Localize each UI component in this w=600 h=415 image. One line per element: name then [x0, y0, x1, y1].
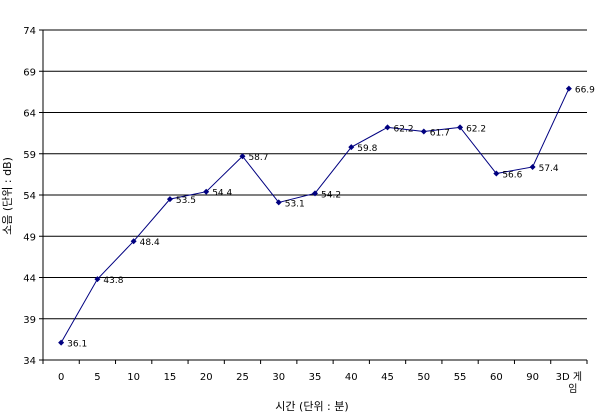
data-label: 57.4	[539, 164, 559, 174]
y-tick-label: 44	[23, 274, 36, 285]
x-tick-label: 55	[454, 372, 467, 383]
data-point	[384, 124, 391, 131]
x-tick-label: 35	[309, 372, 322, 383]
x-tick-label: 15	[164, 372, 177, 383]
data-label: 48.4	[140, 238, 160, 248]
x-tick-label: 60	[490, 372, 503, 383]
data-label: 53.1	[285, 199, 305, 209]
data-point	[203, 188, 210, 195]
data-label: 53.5	[176, 196, 196, 206]
y-tick-label: 54	[23, 191, 36, 202]
data-point	[166, 196, 173, 203]
y-tick-label: 34	[23, 356, 36, 367]
y-axis-title: 소음 (단위 : dB)	[1, 157, 14, 235]
data-label: 54.2	[321, 190, 341, 200]
data-point	[457, 124, 464, 131]
x-tick-label: 5	[94, 372, 100, 383]
x-tick-label: 30	[272, 372, 285, 383]
series-layer	[58, 85, 572, 346]
x-tick-label: 25	[236, 372, 249, 383]
x-tick-label: 50	[417, 372, 430, 383]
data-point	[565, 85, 572, 92]
data-label: 36.1	[67, 340, 87, 350]
x-tick-label: 40	[345, 372, 358, 383]
data-label: 59.8	[357, 144, 377, 154]
series-line	[60, 88, 570, 343]
data-label: 62.2	[394, 124, 414, 134]
y-tick-label: 64	[23, 109, 36, 120]
data-label: 66.9	[575, 86, 595, 96]
data-point	[493, 170, 500, 177]
y-tick-label: 69	[23, 67, 36, 78]
data-label: 62.2	[466, 124, 486, 134]
data-label: 58.7	[248, 153, 268, 163]
y-tick-label: 49	[23, 232, 36, 243]
data-point	[130, 238, 137, 245]
data-label: 43.8	[103, 276, 123, 286]
x-tick-label: 0	[58, 372, 64, 383]
grid-layer	[43, 29, 587, 320]
axis-layer	[39, 29, 588, 364]
data-point	[58, 339, 65, 346]
data-point	[239, 153, 246, 160]
data-point	[275, 199, 282, 206]
data-point	[94, 276, 101, 283]
x-tick-label: 10	[127, 372, 140, 383]
x-axis-title: 시간 (단위 : 분)	[275, 400, 348, 413]
data-labels: 36.1 43.8 48.4 53.5 54.4 58.7 53.1 54.2 59.8 62.2…	[67, 86, 595, 350]
y-tick-label: 39	[23, 315, 36, 326]
data-point	[420, 128, 427, 135]
y-tick-label: 59	[23, 150, 36, 161]
data-label: 56.6	[502, 171, 522, 181]
data-point	[312, 190, 318, 197]
x-tick-label: 90	[526, 372, 539, 383]
x-tick-label: 45	[381, 372, 394, 383]
data-label: 61.7	[430, 128, 450, 138]
x-tick-label: 20	[200, 372, 213, 383]
data-label: 54.4	[212, 189, 232, 199]
y-tick-label: 74	[23, 26, 36, 37]
data-point	[529, 163, 536, 170]
y-tick-labels: 34 39 44 49 54 59 64 69 74	[23, 26, 36, 367]
data-point	[348, 144, 355, 151]
